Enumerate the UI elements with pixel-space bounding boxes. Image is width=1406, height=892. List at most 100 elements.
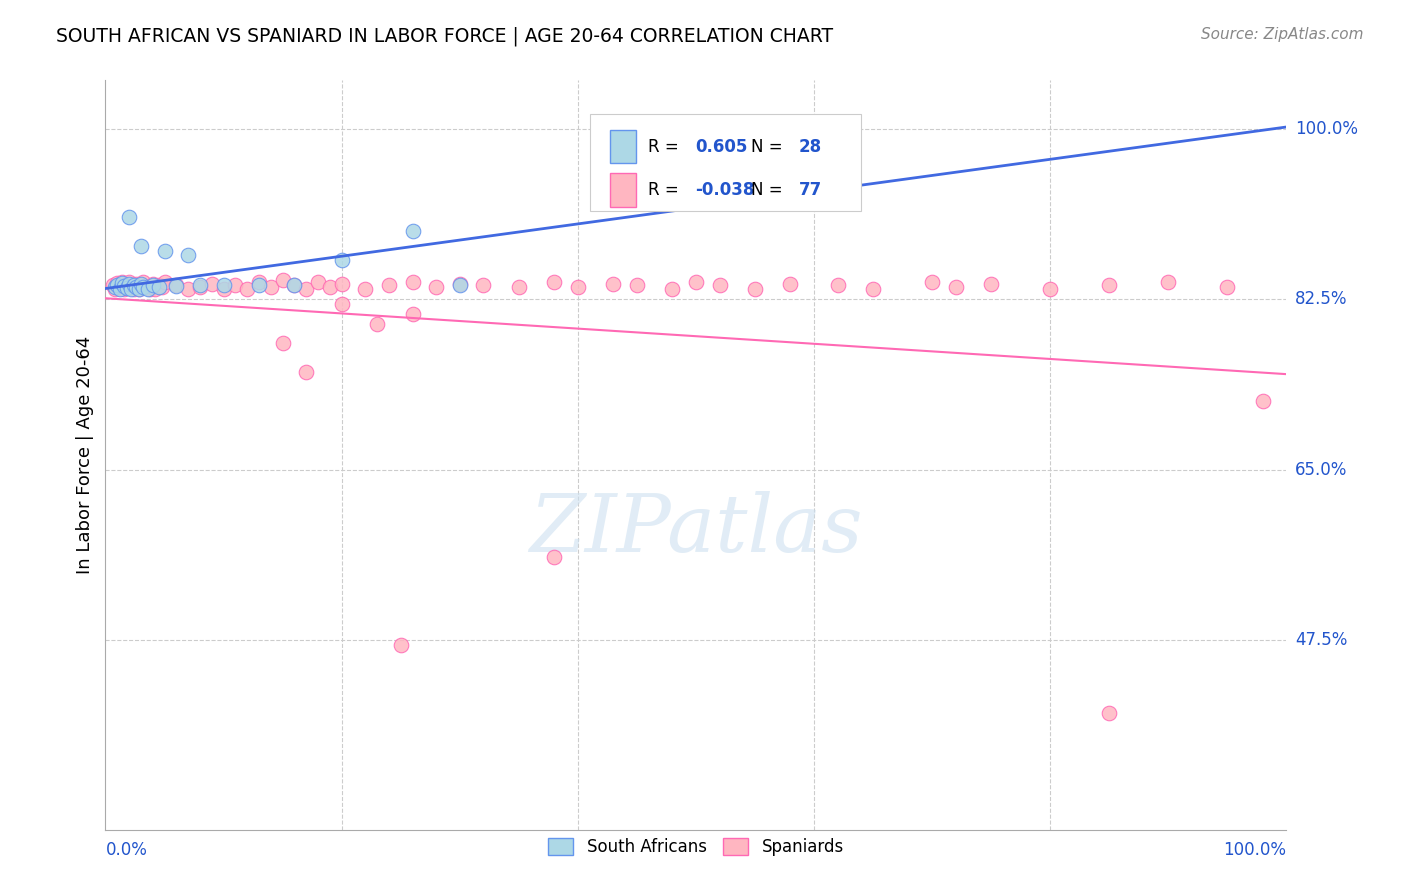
Point bbox=[148, 277, 170, 292]
Point bbox=[626, 277, 648, 292]
Point bbox=[112, 281, 135, 295]
Point bbox=[129, 238, 152, 252]
Point bbox=[188, 279, 211, 293]
Point bbox=[118, 277, 141, 291]
FancyBboxPatch shape bbox=[610, 173, 636, 207]
Text: SOUTH AFRICAN VS SPANIARD IN LABOR FORCE | AGE 20-64 CORRELATION CHART: SOUTH AFRICAN VS SPANIARD IN LABOR FORCE… bbox=[56, 27, 834, 46]
Point bbox=[401, 275, 423, 289]
Point bbox=[508, 279, 530, 293]
Point bbox=[1098, 277, 1121, 292]
Point bbox=[425, 279, 447, 293]
Point bbox=[120, 279, 142, 293]
Point bbox=[104, 281, 127, 295]
Point bbox=[115, 280, 138, 294]
Point bbox=[105, 276, 128, 290]
Point bbox=[862, 281, 884, 295]
Text: 65.0%: 65.0% bbox=[1295, 460, 1347, 478]
Point bbox=[307, 275, 329, 289]
Point bbox=[111, 275, 134, 289]
Point bbox=[142, 277, 165, 291]
Point bbox=[115, 277, 138, 292]
Point bbox=[122, 277, 145, 292]
Point bbox=[118, 210, 141, 224]
Point bbox=[354, 281, 377, 295]
Point bbox=[247, 275, 270, 289]
Text: 77: 77 bbox=[799, 181, 823, 199]
Point bbox=[330, 253, 353, 268]
Text: 0.605: 0.605 bbox=[695, 137, 747, 155]
Point bbox=[135, 279, 157, 293]
Point bbox=[827, 277, 849, 292]
Point bbox=[188, 277, 211, 292]
FancyBboxPatch shape bbox=[610, 129, 636, 163]
Text: 82.5%: 82.5% bbox=[1295, 290, 1347, 309]
Text: 28: 28 bbox=[799, 137, 823, 155]
Text: R =: R = bbox=[648, 181, 683, 199]
Y-axis label: In Labor Force | Age 20-64: In Labor Force | Age 20-64 bbox=[76, 335, 94, 574]
Text: N =: N = bbox=[751, 137, 789, 155]
Point bbox=[112, 278, 135, 293]
Point bbox=[543, 550, 565, 565]
Point bbox=[132, 275, 155, 289]
Point bbox=[139, 281, 162, 295]
Point bbox=[401, 307, 423, 321]
Point bbox=[449, 277, 471, 292]
Point bbox=[401, 224, 423, 238]
Point bbox=[153, 275, 176, 289]
Point bbox=[177, 281, 200, 295]
Point bbox=[136, 281, 159, 295]
Point bbox=[271, 336, 294, 351]
Point bbox=[389, 638, 412, 652]
Point bbox=[132, 279, 155, 293]
Text: Source: ZipAtlas.com: Source: ZipAtlas.com bbox=[1201, 27, 1364, 42]
Point bbox=[271, 273, 294, 287]
Point bbox=[567, 279, 589, 293]
Point bbox=[153, 244, 176, 258]
Point bbox=[661, 281, 683, 295]
Point bbox=[283, 277, 305, 292]
Legend: South Africans, Spaniards: South Africans, Spaniards bbox=[541, 831, 851, 863]
Point bbox=[143, 281, 166, 295]
Point bbox=[125, 279, 148, 293]
Point bbox=[177, 248, 200, 262]
Point bbox=[111, 276, 134, 290]
Point bbox=[319, 279, 342, 293]
Point bbox=[1216, 279, 1239, 293]
Point bbox=[295, 365, 318, 379]
Point bbox=[744, 281, 766, 295]
Text: 47.5%: 47.5% bbox=[1295, 631, 1347, 648]
Point bbox=[330, 277, 353, 291]
Point bbox=[779, 277, 801, 291]
Point bbox=[104, 279, 127, 293]
Point bbox=[295, 281, 318, 295]
Point bbox=[118, 275, 141, 289]
Point bbox=[105, 277, 128, 292]
Point bbox=[108, 281, 131, 295]
Text: N =: N = bbox=[751, 181, 789, 199]
Point bbox=[330, 297, 353, 311]
Point bbox=[247, 277, 270, 292]
Point bbox=[921, 275, 943, 289]
Point bbox=[108, 279, 131, 293]
Point bbox=[283, 277, 305, 292]
Point bbox=[101, 277, 124, 292]
Point bbox=[165, 277, 187, 292]
Point bbox=[212, 277, 235, 292]
FancyBboxPatch shape bbox=[589, 114, 862, 211]
Point bbox=[129, 277, 152, 292]
Point bbox=[125, 277, 148, 291]
Text: -0.038: -0.038 bbox=[695, 181, 754, 199]
Point bbox=[224, 277, 246, 292]
Point bbox=[212, 281, 235, 295]
Point bbox=[142, 277, 165, 292]
Point bbox=[128, 281, 150, 295]
Point bbox=[1157, 275, 1180, 289]
Point bbox=[122, 281, 145, 295]
Point bbox=[165, 278, 187, 293]
Point bbox=[260, 279, 283, 293]
Point bbox=[945, 279, 967, 293]
Text: 100.0%: 100.0% bbox=[1223, 841, 1286, 859]
Point bbox=[120, 281, 142, 295]
Point bbox=[472, 277, 495, 292]
Point bbox=[1251, 394, 1274, 409]
